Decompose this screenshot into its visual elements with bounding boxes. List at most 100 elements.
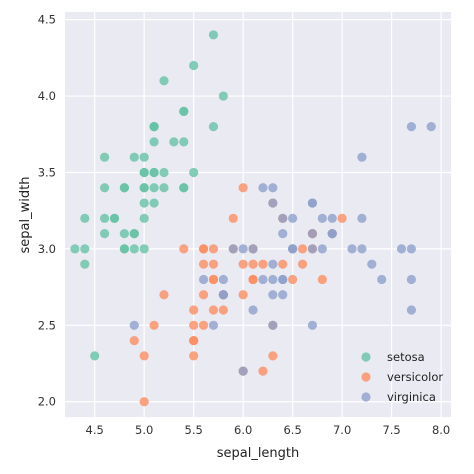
data-point-versicolor	[258, 259, 268, 269]
data-point-versicolor	[159, 290, 169, 300]
data-point-virginica	[357, 244, 367, 254]
data-point-versicolor	[139, 397, 149, 407]
data-point-virginica	[258, 183, 268, 193]
data-point-virginica	[307, 198, 318, 208]
data-point-virginica	[327, 229, 337, 239]
y-tick-label: 3.0	[38, 242, 56, 256]
data-point-versicolor	[179, 244, 189, 254]
legend-label-virginica: virginica	[387, 390, 436, 404]
data-point-versicolor	[208, 305, 219, 315]
data-point-versicolor	[258, 366, 268, 376]
data-point-virginica	[278, 274, 288, 285]
data-point-setosa	[119, 229, 129, 239]
x-tick-label: 4.5	[86, 423, 104, 437]
y-tick-label: 3.5	[38, 165, 56, 179]
data-point-setosa	[80, 259, 90, 269]
x-tick-label: 8.0	[432, 423, 450, 437]
data-point-versicolor	[238, 259, 248, 269]
grid	[65, 12, 451, 417]
y-tick-labels: 2.0 2.5 3.0 3.5 4.0 4.5	[38, 13, 56, 409]
data-point-virginica	[426, 122, 436, 132]
y-tick-label: 2.5	[38, 318, 56, 332]
data-point-versicolor	[149, 320, 159, 330]
data-point-setosa	[139, 152, 149, 162]
data-point-setosa	[129, 229, 139, 239]
data-point-virginica	[327, 213, 337, 223]
data-point-setosa	[179, 106, 189, 116]
data-point-setosa	[149, 183, 159, 193]
legend-label-setosa: setosa	[387, 350, 425, 364]
data-point-versicolor	[208, 244, 219, 254]
data-point-versicolor	[189, 335, 199, 346]
data-point-virginica	[288, 213, 298, 223]
data-point-versicolor	[288, 274, 298, 285]
data-point-versicolor	[238, 183, 248, 193]
data-point-virginica	[129, 320, 139, 330]
data-point-versicolor	[228, 213, 238, 223]
data-point-setosa	[149, 167, 159, 178]
data-point-setosa	[129, 244, 139, 254]
data-point-versicolor	[248, 274, 258, 285]
data-point-setosa	[159, 183, 169, 193]
x-tick-label: 6.5	[283, 423, 301, 437]
data-point-versicolor	[278, 259, 288, 269]
data-point-versicolor	[129, 335, 139, 346]
data-point-virginica	[198, 274, 209, 285]
x-tick-label: 7.0	[333, 423, 351, 437]
series-setosa	[70, 30, 228, 361]
data-point-virginica	[377, 274, 387, 285]
data-point-virginica	[396, 244, 407, 254]
data-point-setosa	[99, 213, 110, 223]
data-point-virginica	[268, 183, 278, 193]
data-point-virginica	[268, 259, 278, 269]
data-point-setosa	[139, 167, 149, 178]
data-point-setosa	[208, 30, 219, 40]
data-point-versicolor	[139, 351, 149, 361]
data-point-virginica	[367, 259, 377, 269]
data-point-virginica	[278, 290, 288, 300]
data-point-setosa	[149, 122, 159, 132]
x-tick-labels: 4.5 5.0 5.5 6.0 6.5 7.0 7.5 8.0	[86, 423, 451, 437]
data-point-virginica	[268, 274, 278, 285]
data-point-setosa	[189, 167, 199, 178]
data-point-setosa	[70, 244, 80, 254]
data-point-setosa	[159, 167, 169, 178]
data-point-setosa	[139, 213, 149, 223]
data-point-versicolor	[189, 351, 199, 361]
data-point-setosa	[139, 183, 149, 193]
data-point-setosa	[139, 244, 149, 254]
data-point-virginica	[307, 244, 318, 254]
data-point-virginica	[406, 122, 417, 132]
data-point-setosa	[159, 76, 169, 86]
data-point-setosa	[139, 198, 149, 208]
data-point-virginica	[406, 244, 417, 254]
data-point-versicolor	[238, 290, 248, 300]
data-point-virginica	[258, 274, 268, 285]
data-point-setosa	[99, 152, 110, 162]
data-point-versicolor	[208, 259, 219, 269]
y-tick-label: 4.0	[38, 89, 56, 103]
data-point-setosa	[218, 91, 228, 101]
x-tick-label: 6.0	[234, 423, 252, 437]
data-point-virginica	[228, 244, 238, 254]
y-axis-label: sepal_width	[18, 177, 33, 254]
data-point-virginica	[238, 366, 248, 376]
data-point-virginica	[357, 213, 367, 223]
data-point-virginica	[268, 320, 278, 330]
data-point-versicolor	[198, 290, 209, 300]
data-point-versicolor	[218, 305, 228, 315]
y-tick-label: 4.5	[38, 13, 56, 27]
data-point-versicolor	[337, 213, 347, 223]
data-point-virginica	[307, 320, 318, 330]
x-tick-label: 5.5	[185, 423, 203, 437]
data-point-virginica	[288, 244, 298, 254]
data-point-virginica	[268, 290, 278, 300]
data-point-versicolor	[208, 274, 219, 285]
legend-marker-setosa	[361, 352, 371, 362]
data-point-versicolor	[189, 320, 199, 330]
data-point-versicolor	[189, 305, 199, 315]
data-point-virginica	[406, 274, 417, 285]
data-point-versicolor	[198, 320, 209, 330]
data-point-setosa	[109, 213, 120, 223]
